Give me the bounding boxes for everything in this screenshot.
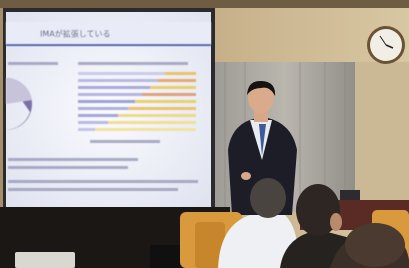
ceiling <box>0 0 409 8</box>
wall-panel <box>355 62 409 212</box>
projector <box>15 252 75 268</box>
page: {"slide": {"title": "IMAが拡張している"}} IMAが <box>0 0 409 268</box>
wall-clock <box>367 26 405 64</box>
photo: IMAが拡張している <box>0 0 409 268</box>
slide-title: IMAが拡張している <box>40 29 111 39</box>
slide-bars <box>78 72 196 131</box>
equipment <box>150 245 180 268</box>
